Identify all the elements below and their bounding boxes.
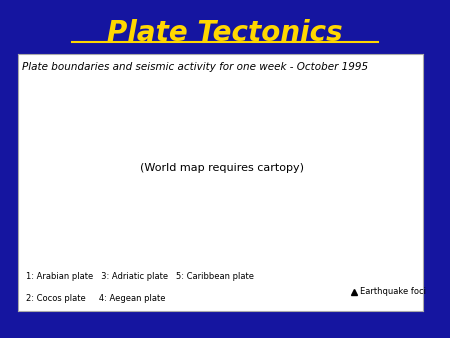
Text: Plate Tectonics: Plate Tectonics [107,19,343,47]
Text: 2: Cocos plate     4: Aegean plate: 2: Cocos plate 4: Aegean plate [26,294,166,303]
Text: 1: Arabian plate   3: Adriatic plate   5: Caribbean plate: 1: Arabian plate 3: Adriatic plate 5: Ca… [26,272,254,282]
Text: Plate boundaries and seismic activity for one week - October 1995: Plate boundaries and seismic activity fo… [22,62,368,72]
Text: Earthquake foci: Earthquake foci [360,287,426,296]
Text: (World map requires cartopy): (World map requires cartopy) [140,163,304,173]
